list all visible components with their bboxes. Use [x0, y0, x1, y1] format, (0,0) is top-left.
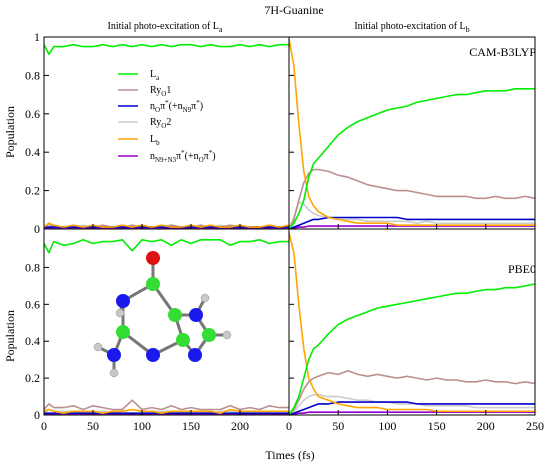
method-label-pbe0: PBE0	[508, 262, 536, 276]
y-tick-label: 0.6	[25, 297, 40, 311]
y-tick-label: 0.6	[25, 107, 40, 121]
legend-item-ryo1: RyO1	[118, 85, 171, 98]
panel-pbe0-la: 0 0.2 0.4 0.6 0.8 0 50 100 150 200	[25, 239, 289, 433]
x-tick-label: 250	[526, 419, 544, 433]
x-tick-label: 0	[41, 419, 47, 433]
svg-text:nN9+N3π*(+nOπ*): nN9+N3π*(+nOπ*)	[150, 149, 216, 164]
x-tick-label: 50	[332, 419, 344, 433]
series-line-nopi	[288, 401, 535, 416]
y-tick-label: 0	[34, 408, 40, 422]
svg-text:nOπ*(+nN9π*): nOπ*(+nN9π*)	[150, 99, 203, 114]
x-tick-label: 100	[133, 419, 151, 433]
series-line-lb	[288, 232, 535, 413]
legend-item-ryo2: RyO2	[118, 117, 171, 130]
legend: La RyO1 nOπ*(+nN9π*) RyO2 Lb nN9+N3π*(+n…	[118, 69, 216, 164]
frame-bottom-left	[43, 228, 290, 416]
method-label-camb3lyp: CAM-B3LYP	[469, 45, 536, 59]
legend-item-nnpi: nN9+N3π*(+nOπ*)	[118, 149, 216, 164]
panel-camb3lyp-la: 0 0.2 0.4 0.6 0.8 1	[25, 30, 290, 236]
series-line-ryo1	[43, 399, 289, 411]
panel-camb3lyp-lb	[288, 36, 536, 230]
y-tick-label: 0	[34, 222, 40, 236]
series-line-la	[43, 43, 289, 56]
figure-title: 7H-Guanine	[264, 3, 323, 17]
x-tick-label: 150	[428, 419, 446, 433]
series-line-lb	[288, 38, 535, 226]
svg-text:Lb: Lb	[150, 134, 160, 147]
frame-top-left	[43, 36, 290, 230]
x-tick-label: 0	[286, 419, 292, 433]
y-tick-label: 0.2	[25, 371, 40, 385]
x-axis-title: Times (fs)	[265, 448, 314, 462]
y-tick-label: 0.8	[25, 68, 40, 82]
y-axis-title-bottom: Population	[3, 310, 17, 362]
svg-text:RyO2: RyO2	[150, 117, 171, 130]
frame-bottom-right	[288, 228, 536, 416]
series-line-la	[288, 88, 535, 230]
y-tick-label: 0.4	[25, 334, 40, 348]
series-line-lb	[43, 222, 290, 228]
frame-top-right	[288, 36, 536, 230]
y-tick-label: 0.4	[25, 145, 40, 159]
x-tick-label: 200	[231, 419, 249, 433]
series-line-nnpi	[288, 411, 535, 416]
series-line-nnpi	[288, 225, 535, 230]
y-tick-label: 0.8	[25, 260, 40, 274]
column-title-right: Initial photo-excitation of Lb	[354, 21, 469, 34]
x-tick-label: 100	[378, 419, 396, 433]
column-title-left: Initial photo-excitation of La	[108, 21, 223, 34]
y-tick-label: 0.2	[25, 184, 40, 198]
series-line-nopi	[288, 216, 535, 230]
series-line-ryo1	[288, 369, 536, 416]
x-tick-label: 150	[182, 419, 200, 433]
svg-text:La: La	[150, 69, 160, 82]
x-tick-label: 50	[87, 419, 99, 433]
legend-item-nopi: nOπ*(+nN9π*)	[118, 99, 203, 114]
series-line-ryo1	[288, 168, 536, 230]
guanine-molecule-icon	[93, 251, 232, 378]
series-line-lb	[43, 408, 289, 415]
y-axis-title-top: Population	[3, 106, 17, 158]
legend-item-lb: Lb	[118, 134, 160, 147]
legend-item-la: La	[118, 69, 160, 82]
x-tick-label: 200	[477, 419, 495, 433]
y-tick-label: 1	[34, 30, 40, 44]
series-line-ryo2	[288, 393, 535, 416]
series-line-la	[288, 283, 536, 416]
series-line-la	[43, 239, 289, 254]
series-line-ryo2	[288, 201, 535, 230]
svg-text:RyO1: RyO1	[150, 85, 171, 98]
panel-pbe0-lb: 0 50 100 150 200 250	[286, 232, 544, 433]
